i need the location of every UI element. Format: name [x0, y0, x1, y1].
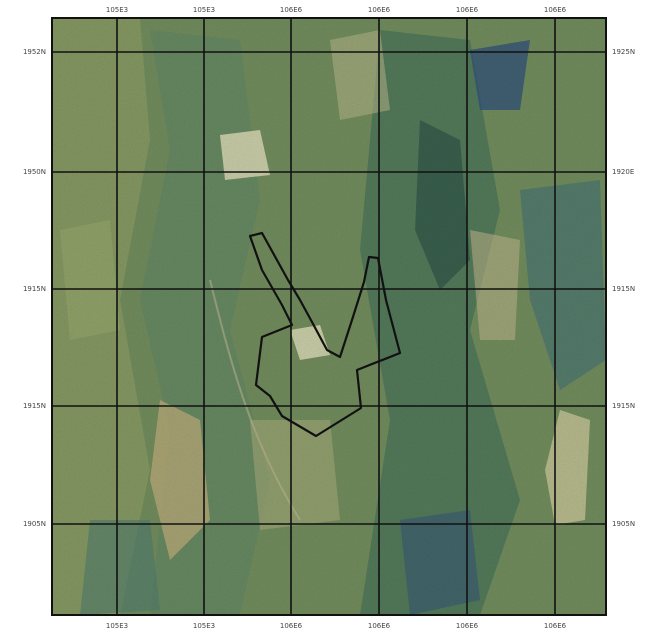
right-label: 1915N [612, 402, 635, 410]
bottom-label: 106E6 [280, 622, 303, 630]
left-label: 1905N [23, 520, 46, 528]
top-label: 106E6 [280, 6, 303, 14]
top-label: 105E3 [106, 6, 128, 14]
top-label: 106E6 [456, 6, 479, 14]
top-coordinate-labels: 105E3 105E3 106E6 106E6 106E6 106E6 [106, 6, 567, 14]
bottom-coordinate-labels: 105E3 105E3 106E6 106E6 106E6 106E6 [106, 622, 567, 630]
right-label: 1920E [612, 168, 634, 176]
bottom-label: 106E6 [544, 622, 567, 630]
top-label: 106E6 [544, 6, 567, 14]
left-label: 1952N [23, 48, 46, 56]
map-frame [51, 17, 607, 616]
right-coordinate-labels: 1925N 1920E 1915N 1915N 1905N [612, 48, 635, 528]
top-label: 105E3 [193, 6, 215, 14]
grid-lines [52, 18, 606, 615]
right-label: 1915N [612, 285, 635, 293]
right-label: 1905N [612, 520, 635, 528]
study-area-boundary [248, 231, 402, 438]
bottom-label: 105E3 [193, 622, 215, 630]
left-label: 1915N [23, 285, 46, 293]
left-label: 1915N [23, 402, 46, 410]
left-label: 1950N [23, 168, 46, 176]
bottom-label: 106E6 [456, 622, 479, 630]
imagery [52, 18, 606, 615]
right-label: 1925N [612, 48, 635, 56]
left-coordinate-labels: 1952N 1950N 1915N 1915N 1905N [23, 48, 46, 528]
bottom-label: 106E6 [368, 622, 391, 630]
bottom-label: 105E3 [106, 622, 128, 630]
top-label: 106E6 [368, 6, 391, 14]
